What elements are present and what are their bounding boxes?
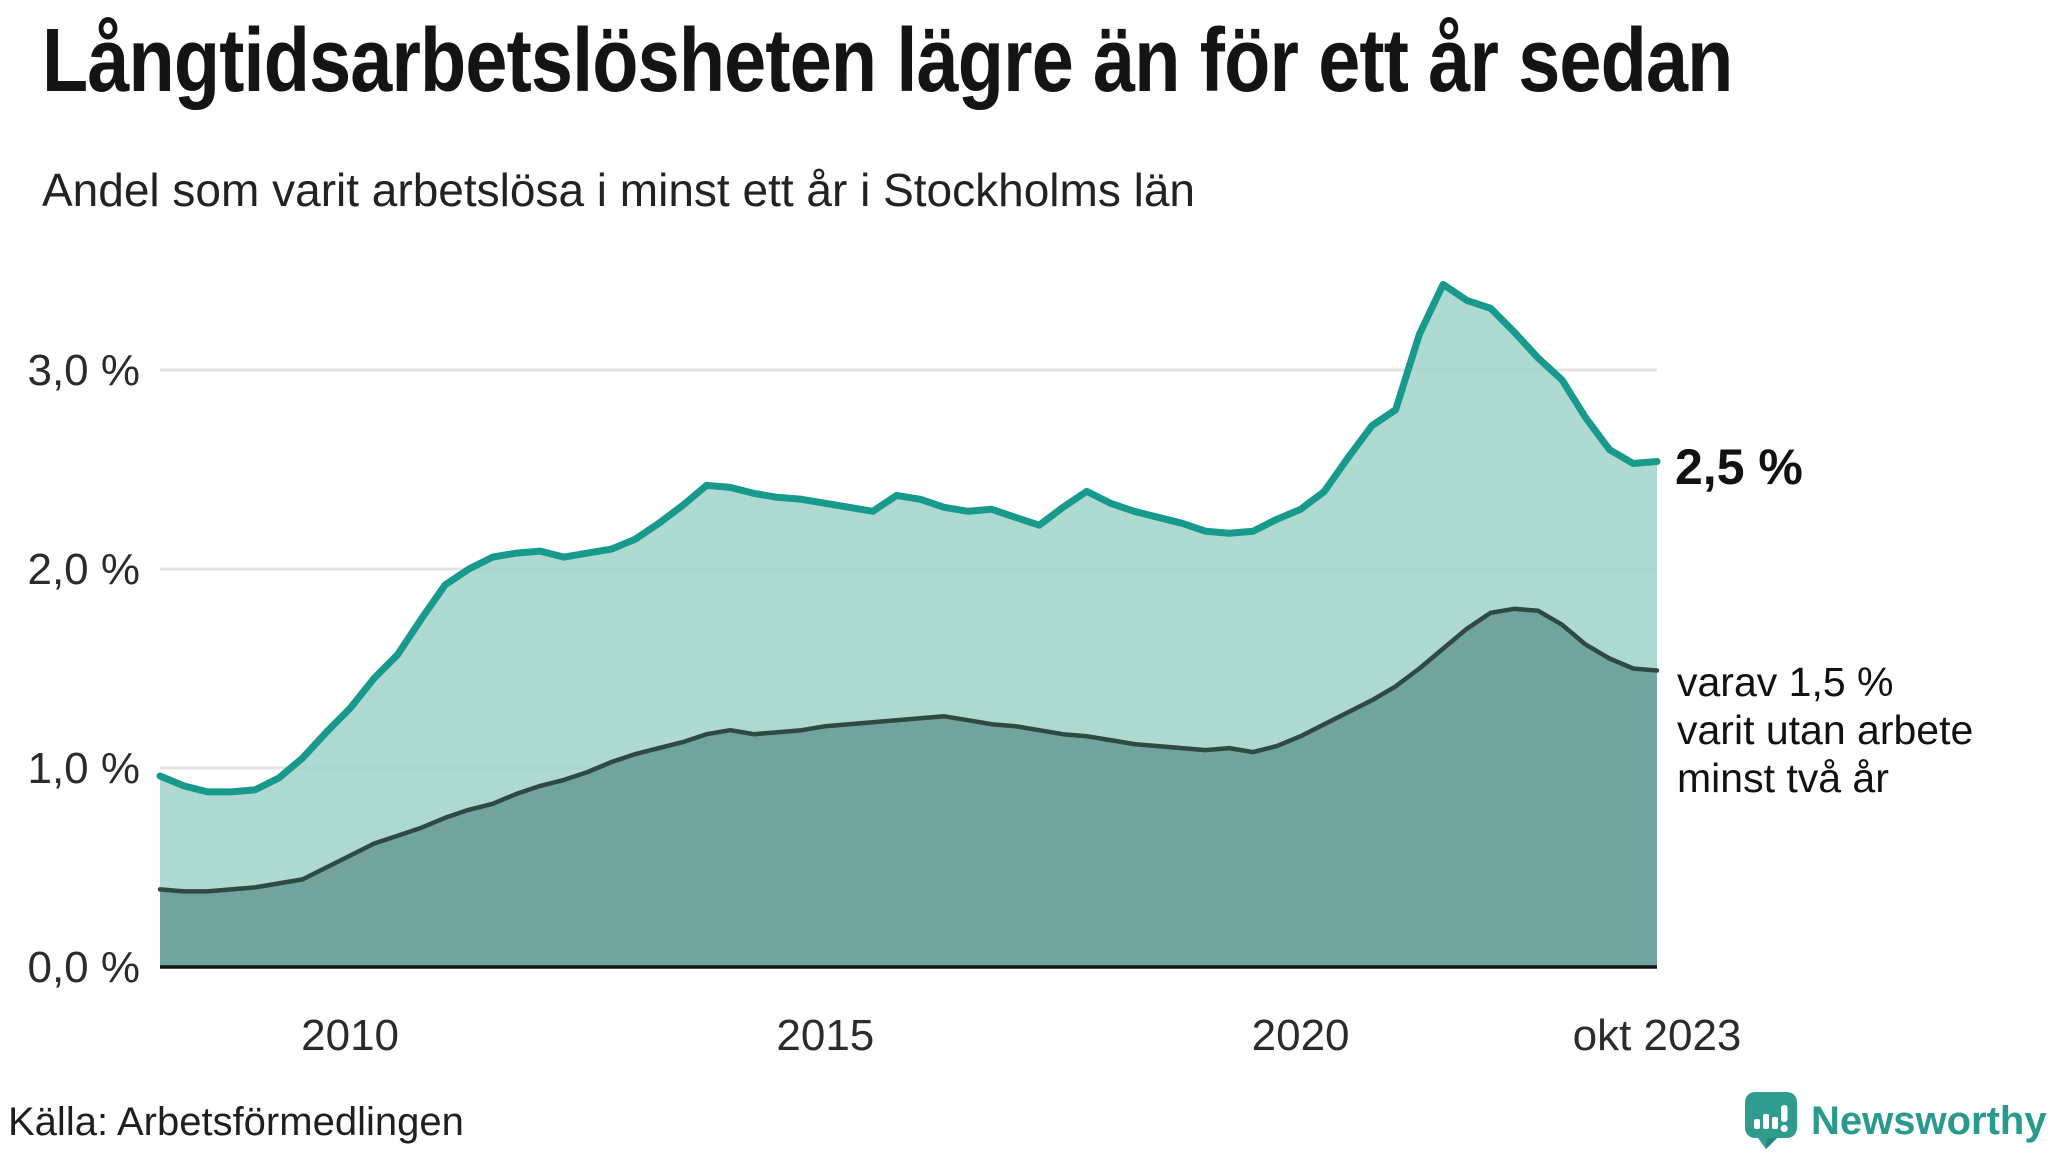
y-tick-label: 2,0 %	[27, 545, 140, 594]
area-unemployed-2yr	[160, 608, 1657, 967]
endpoint-label-subseries-line1: varav 1,5 %	[1677, 659, 1894, 706]
line-unemployed-2yr	[157, 606, 1660, 894]
x-tick-label: 2010	[301, 1011, 399, 1060]
newsworthy-logo-icon	[1745, 1092, 1797, 1149]
page-title: Långtidsarbetslösheten lägre än för ett …	[42, 11, 1733, 111]
endpoint-label-subseries-line3: minst två år	[1677, 755, 1889, 802]
y-tick-label: 3,0 %	[27, 346, 140, 395]
y-tick-label: 1,0 %	[27, 744, 140, 793]
y-tick-label: 0,0 %	[27, 943, 140, 992]
x-tick-label: 2020	[1252, 1011, 1350, 1060]
line-total-unemployed-1yr	[156, 280, 1661, 796]
x-tick-label: okt 2023	[1573, 1011, 1742, 1060]
source-note: Källa: Arbetsförmedlingen	[8, 1100, 464, 1144]
x-tick-label: 2015	[776, 1011, 874, 1060]
newsworthy-logo: Newsworthy	[1745, 1092, 2047, 1150]
newsworthy-wordmark: Newsworthy	[1811, 1099, 2047, 1143]
page-subtitle: Andel som varit arbetslösa i minst ett å…	[42, 164, 1196, 216]
endpoint-label-total: 2,5 %	[1675, 438, 1803, 495]
endpoint-label-subseries: varav 1,5 % varit utan arbete minst två …	[1677, 658, 1973, 802]
endpoint-label-subseries-line2: varit utan arbete	[1677, 707, 1974, 754]
